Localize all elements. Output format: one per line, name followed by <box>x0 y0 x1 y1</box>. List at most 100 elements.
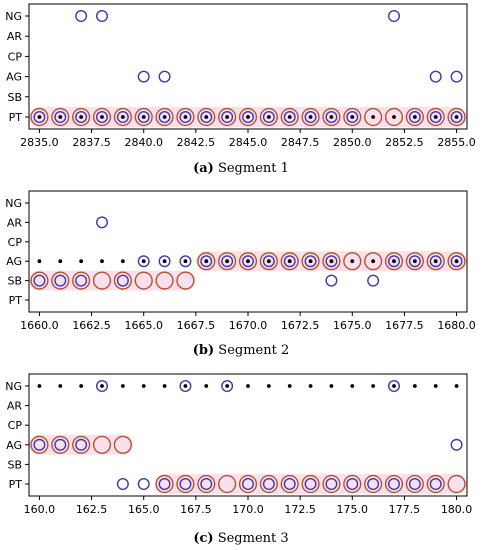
data-point-outer-circle <box>218 252 237 271</box>
data-point-inner-circle <box>408 255 421 268</box>
data-point-dot <box>412 259 417 264</box>
data-point-outer-circle <box>51 107 70 127</box>
y-tick-label: AR <box>7 30 23 43</box>
data-point-inner-circle <box>388 255 401 268</box>
data-point-inner-circle <box>137 110 150 123</box>
x-tick-label: 172.5 <box>284 503 316 516</box>
data-point-dot <box>266 115 271 119</box>
data-point-outer-circle <box>280 252 299 271</box>
data-point-dot <box>162 384 167 388</box>
data-point-dot <box>183 115 188 119</box>
x-tick-label: 1680.0 <box>437 319 476 332</box>
data-point-outer-circle <box>197 474 216 494</box>
x-tick-label: 2840.0 <box>124 136 163 149</box>
data-point-dot <box>329 259 334 264</box>
data-point-dot <box>37 384 42 388</box>
highlight-band <box>154 474 467 494</box>
x-tick-label: 2852.5 <box>385 136 424 149</box>
data-point-outer-circle <box>51 271 70 290</box>
data-point-inner-circle <box>241 110 254 123</box>
data-point-inner-circle <box>262 478 275 491</box>
data-point-inner-circle <box>54 274 67 287</box>
data-point-outer-circle <box>384 252 404 271</box>
data-point-inner-circle <box>75 438 88 451</box>
data-point-inner-circle <box>95 380 108 393</box>
data-point-dot <box>246 259 250 264</box>
data-point-outer-circle <box>30 271 49 290</box>
data-point-dot <box>58 384 63 388</box>
data-point-inner-circle <box>408 110 421 123</box>
data-point-dot <box>454 259 459 264</box>
data-point-dot <box>454 115 459 119</box>
data-point-outer-circle <box>155 107 174 127</box>
data-point-outer-circle <box>197 252 216 271</box>
data-point-outer-circle <box>259 107 278 127</box>
data-point-outer-circle <box>176 474 195 494</box>
y-tick-label: AR <box>7 400 23 413</box>
data-point-outer-circle <box>364 474 383 494</box>
x-tick-label: 1672.5 <box>281 319 320 332</box>
x-tick-label: 1665.0 <box>124 319 163 332</box>
data-point-dot <box>246 384 250 388</box>
x-tick-label: 170.0 <box>232 503 264 516</box>
data-point-outer-circle <box>447 252 466 271</box>
data-point-inner-circle <box>179 380 192 393</box>
data-point-outer-circle <box>384 474 404 494</box>
data-point-outer-circle <box>343 107 362 127</box>
data-point-outer-circle <box>134 107 153 127</box>
data-point-outer-circle <box>301 252 320 271</box>
data-point-dot <box>100 259 104 264</box>
data-point-inner-circle <box>367 274 380 287</box>
x-tick-label: 2850.0 <box>333 136 372 149</box>
data-point-outer-circle <box>218 474 237 494</box>
caption-label: (b) <box>193 343 214 358</box>
data-point-dot <box>329 115 334 119</box>
data-point-outer-circle <box>447 474 466 494</box>
data-point-inner-circle <box>450 70 463 83</box>
data-point-dot <box>37 115 42 119</box>
data-point-inner-circle <box>221 255 234 268</box>
x-tick-label: 162.5 <box>76 503 108 516</box>
data-point-dot <box>371 259 376 264</box>
data-point-dot <box>120 115 125 119</box>
data-point-inner-circle <box>325 274 338 287</box>
data-point-inner-circle <box>95 216 108 229</box>
data-point-outer-circle <box>176 271 195 290</box>
x-tick-label: 177.5 <box>389 503 421 516</box>
data-point-inner-circle <box>429 478 442 491</box>
data-point-outer-circle <box>343 252 362 271</box>
data-point-dot <box>183 259 188 264</box>
data-point-dot <box>58 259 63 264</box>
data-point-inner-circle <box>304 478 317 491</box>
y-tick-label: AR <box>7 216 23 229</box>
data-point-inner-circle <box>75 274 88 287</box>
data-point-outer-circle <box>259 474 278 494</box>
data-point-outer-circle <box>72 107 91 127</box>
y-tick-label: AG <box>6 255 22 268</box>
data-point-dot <box>100 115 104 119</box>
highlight-band <box>29 270 196 291</box>
y-tick-label: CP <box>8 419 23 432</box>
data-point-outer-circle <box>238 252 258 271</box>
x-tick-label: 1677.5 <box>385 319 424 332</box>
data-point-inner-circle <box>408 478 421 491</box>
data-point-dot <box>392 259 396 264</box>
data-point-inner-circle <box>158 478 171 491</box>
y-tick-label: NG <box>5 380 22 393</box>
data-point-inner-circle <box>346 110 359 123</box>
data-point-inner-circle <box>283 110 296 123</box>
data-point-dot <box>371 115 376 119</box>
data-point-inner-circle <box>262 110 275 123</box>
data-point-outer-circle <box>113 107 132 127</box>
data-point-outer-circle <box>134 271 153 290</box>
x-tick-label: 2835.0 <box>20 136 59 149</box>
data-point-outer-circle <box>301 107 320 127</box>
y-tick-label: CP <box>8 50 23 63</box>
panel-1: NG AR CP AG SB PT 2835.0 2837.5 2840.0 2842.5 2845… <box>5 3 476 176</box>
data-point-inner-circle <box>116 478 129 491</box>
data-point-outer-circle <box>405 252 424 271</box>
panel-caption: (c) Segment 3 <box>193 531 288 546</box>
data-point-inner-circle <box>137 478 150 491</box>
data-point-dot <box>162 115 167 119</box>
